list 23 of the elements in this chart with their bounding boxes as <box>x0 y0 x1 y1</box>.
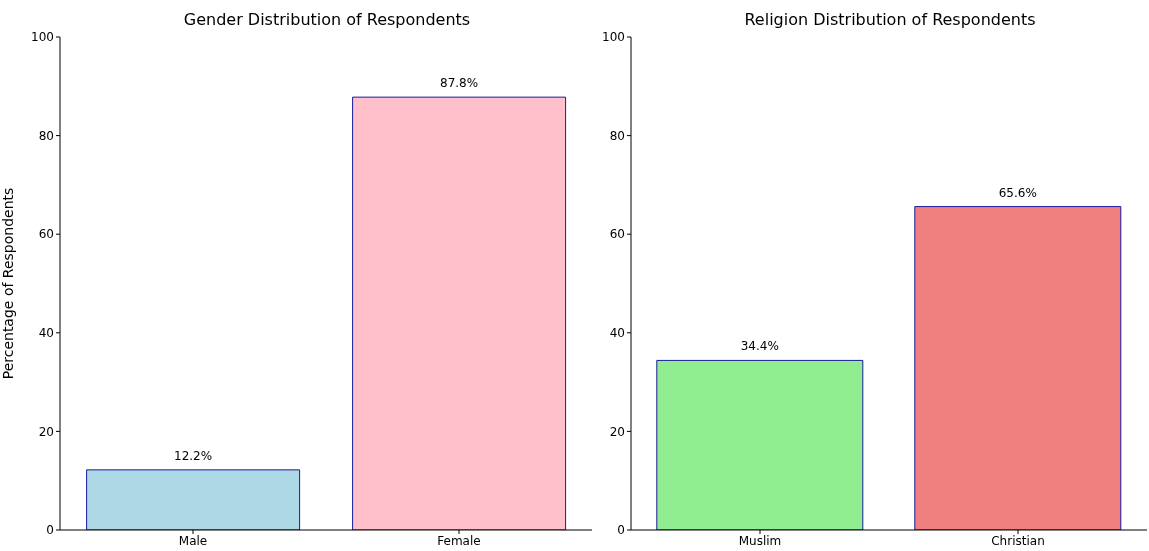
y-tick-label: 80 <box>609 128 625 143</box>
x-tick-label: Female <box>437 533 481 548</box>
x-tick-label: Christian <box>991 533 1045 548</box>
chart-title: Religion Distribution of Respondents <box>743 10 1037 29</box>
y-tick-label: 40 <box>609 326 625 341</box>
y-tick-label: 0 <box>617 523 625 538</box>
x-tick-label: Muslim <box>738 533 782 548</box>
data-label: 65.6% <box>998 185 1037 200</box>
y-tick-label: 0 <box>46 523 54 538</box>
x-tick-label: Male <box>178 533 208 548</box>
y-axis-title: Percentage of Respondents <box>0 187 16 380</box>
y-tick-label: 40 <box>38 326 54 341</box>
data-label: 12.2% <box>174 448 213 463</box>
y-tick-label: 20 <box>38 424 54 439</box>
y-tick-label: 100 <box>602 30 625 45</box>
y-tick-label: 60 <box>609 227 625 242</box>
chart-title: Gender Distribution of Respondents <box>182 10 472 29</box>
y-tick-label: 20 <box>609 424 625 439</box>
y-tick-label: 100 <box>31 30 54 45</box>
y-tick-label: 80 <box>38 128 54 143</box>
data-label: 34.4% <box>740 339 779 354</box>
y-tick-label: 60 <box>38 227 54 242</box>
data-label: 87.8% <box>440 76 479 91</box>
